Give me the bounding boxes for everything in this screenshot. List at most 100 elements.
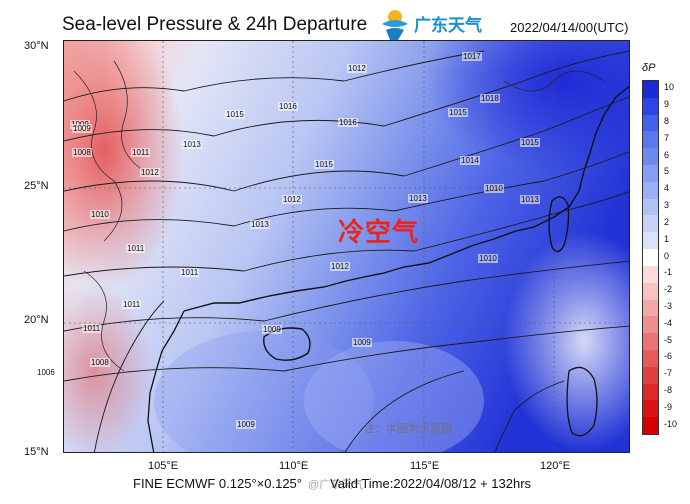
colorbar-swatch [643, 131, 658, 149]
colorbar-tick-label: 3 [664, 200, 670, 211]
colorbar-swatch [643, 366, 658, 384]
colorbar-swatch [643, 333, 658, 350]
isobar-label: 1017 [462, 52, 482, 61]
colorbar-swatch [643, 282, 658, 300]
isobar-label: 1015 [448, 108, 468, 117]
colorbar-tick-label: -10 [664, 418, 678, 429]
colorbar-tick-label: 2 [664, 216, 670, 227]
isobar-label: 1009 [72, 124, 92, 133]
isobar-label: 1009 [262, 325, 282, 334]
forecast-datetime: 2022/04/14/00(UTC) [510, 20, 629, 35]
isobar-label: 1013 [520, 195, 540, 204]
colorbar-title: δP [642, 62, 656, 74]
isobar-label: 1016 [278, 102, 298, 111]
colorbar-swatch [643, 81, 658, 98]
colorbar-tick-label: -7 [664, 368, 673, 379]
isobar-label: 1009 [236, 420, 256, 429]
isobar-label: 1009 [352, 338, 372, 347]
colorbar-swatch [643, 316, 658, 334]
model-info: FINE ECMWF 0.125°×0.125° [133, 476, 302, 491]
colorbar-swatch [643, 148, 658, 166]
taiwan-island [548, 196, 570, 253]
isobars [64, 50, 629, 452]
colorbar-swatch [643, 181, 658, 199]
colorbar-tick-label: -9 [664, 401, 673, 412]
guangdong-weather-logo: 广东天气 [378, 6, 502, 42]
isobar-label: 1013 [182, 140, 202, 149]
colorbar-swatch [643, 97, 658, 115]
lon-label-105: 105°E [148, 460, 179, 472]
colorbar-tick-label: 1 [664, 233, 670, 244]
isobar-label: 1008 [90, 358, 110, 367]
luzon-island [566, 366, 598, 437]
colorbar-tick-label: 8 [664, 116, 670, 127]
isobar-label: 1008 [72, 148, 92, 157]
colorbar-swatch [643, 400, 658, 418]
coastline [183, 85, 629, 312]
isobar-label: 1016 [338, 118, 358, 127]
colorbar-swatch [643, 114, 658, 132]
isobar-label: 1018 [480, 94, 500, 103]
isobar-label: 1006 [36, 368, 56, 377]
colorbar-swatch [643, 383, 658, 401]
colorbar-tick-label: -1 [664, 267, 673, 278]
colorbar-tick-label: 0 [664, 250, 670, 261]
colorbar [642, 80, 659, 435]
isobar-label: 1015 [314, 160, 334, 169]
graticule [64, 41, 629, 452]
logo-text: 广东天气 [414, 16, 482, 36]
isobar-label: 1012 [347, 64, 367, 73]
isobar-label: 1011 [180, 268, 200, 277]
colorbar-tick-label: 4 [664, 183, 670, 194]
colorbar-tick-label: -4 [664, 317, 673, 328]
colorbar-swatch [643, 232, 658, 250]
colorbar-tick-label: -6 [664, 351, 673, 362]
watermark: @广东天气 [308, 479, 364, 491]
colorbar-swatch [643, 417, 658, 434]
map-title: Sea-level Pressure & 24h Departure [62, 14, 368, 35]
colorbar-tick-label: -5 [664, 334, 673, 345]
colorbar-swatch [643, 349, 658, 367]
colorbar-swatch [643, 165, 658, 182]
colorbar-tick-label: -2 [664, 284, 673, 295]
lat-label-20: 20°N [24, 314, 49, 326]
hainan-island [263, 327, 311, 361]
pressure-departure-field [64, 41, 629, 452]
colorbar-tick-label: 10 [664, 82, 675, 93]
isobar-label: 1010 [90, 210, 110, 219]
colorbar-tick-label: 5 [664, 166, 670, 177]
colorbar-swatch [643, 299, 658, 317]
isobar-label: 1012 [282, 195, 302, 204]
colorbar-tick-label: 9 [664, 99, 670, 110]
colorbar-tick-label: 6 [664, 149, 670, 160]
lon-label-115: 115°E [410, 460, 440, 472]
isobar-label: 1011 [131, 148, 151, 157]
cold-air-annotation: 冷空气 [338, 218, 420, 248]
isobar-label: 1012 [140, 168, 160, 177]
lat-label-25: 25°N [24, 180, 49, 192]
illustrative-note: 注：本图为示意图 [364, 423, 452, 435]
pressure-map [63, 40, 630, 453]
isobar-label: 1011 [82, 324, 102, 333]
lat-label-30: 30°N [24, 40, 49, 52]
lon-label-110: 110°E [279, 460, 309, 472]
isobar-label: 1011 [122, 300, 142, 309]
lat-label-15: 15°N [24, 446, 49, 458]
departure-contours [73, 60, 605, 372]
colorbar-tick-label: 7 [664, 132, 670, 143]
sun-cloud-logo-icon [382, 10, 408, 40]
isobar-label: 1010 [484, 184, 504, 193]
colorbar-tick-label: -8 [664, 384, 673, 395]
isobar-label: 1011 [126, 244, 146, 253]
isobar-label: 1010 [478, 254, 498, 263]
colorbar-tick-label: -3 [664, 300, 673, 311]
colorbar-swatch [643, 265, 658, 283]
isobar-label: 1013 [408, 194, 428, 203]
isobar-label: 1012 [330, 262, 350, 271]
colorbar-swatch [643, 198, 658, 216]
isobar-label: 1015 [520, 138, 540, 147]
colorbar-swatch [643, 215, 658, 233]
colorbar-swatch [643, 249, 658, 266]
vietnam-coast [147, 310, 185, 452]
valid-time: Valid Time:2022/04/08/12 + 132hrs [330, 476, 532, 491]
